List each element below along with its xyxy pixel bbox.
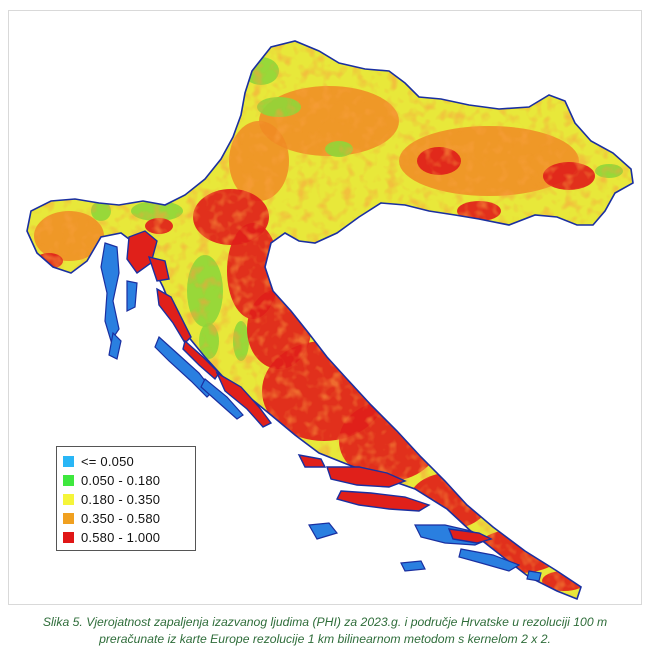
legend-swatch	[63, 513, 74, 524]
mainland-border	[26, 40, 634, 601]
islands	[100, 230, 542, 582]
island-hvar	[335, 490, 431, 512]
legend-item: 0.180 - 0.350	[63, 490, 189, 509]
legend-item: 0.350 - 0.580	[63, 509, 189, 528]
island-murter	[215, 371, 273, 428]
island-ugljan	[182, 339, 220, 381]
island-kornati	[200, 378, 244, 420]
legend-swatch	[63, 475, 74, 486]
legend-item: 0.050 - 0.180	[63, 471, 189, 490]
map-frame: <= 0.050 0.050 - 0.180 0.180 - 0.350 0.3…	[8, 10, 642, 605]
legend-label: <= 0.050	[81, 454, 134, 469]
figure-caption: Slika 5. Vjerojatnost zapaljenja izazvan…	[0, 614, 650, 648]
island-dugi-otok	[154, 335, 214, 398]
caption-line-1: Slika 5. Vjerojatnost zapaljenja izazvan…	[42, 615, 608, 629]
island-pag	[156, 287, 192, 345]
island-losinj	[108, 331, 122, 360]
legend-swatch	[63, 456, 74, 467]
caption-line-2: preračunate iz karte Europe rezolucije 1…	[99, 632, 551, 646]
island-solta	[297, 454, 327, 468]
island-rab	[147, 256, 170, 282]
legend-label: 0.050 - 0.180	[81, 473, 161, 488]
legend-label: 0.180 - 0.350	[81, 492, 161, 507]
island-pag-west	[126, 280, 138, 312]
island-lastovo	[400, 560, 426, 572]
island-korcula-east	[447, 528, 493, 544]
island-cres	[100, 242, 120, 343]
legend-swatch	[63, 532, 74, 543]
island-brac	[326, 466, 407, 488]
legend-item: 0.580 - 1.000	[63, 528, 189, 547]
legend-item: <= 0.050	[63, 452, 189, 471]
map-legend: <= 0.050 0.050 - 0.180 0.180 - 0.350 0.3…	[56, 446, 196, 551]
legend-swatch	[63, 494, 74, 505]
island-mljet	[458, 548, 521, 572]
island-elafiti	[526, 570, 542, 582]
legend-label: 0.580 - 1.000	[81, 530, 161, 545]
island-vis	[308, 522, 339, 540]
legend-label: 0.350 - 0.580	[81, 511, 161, 526]
